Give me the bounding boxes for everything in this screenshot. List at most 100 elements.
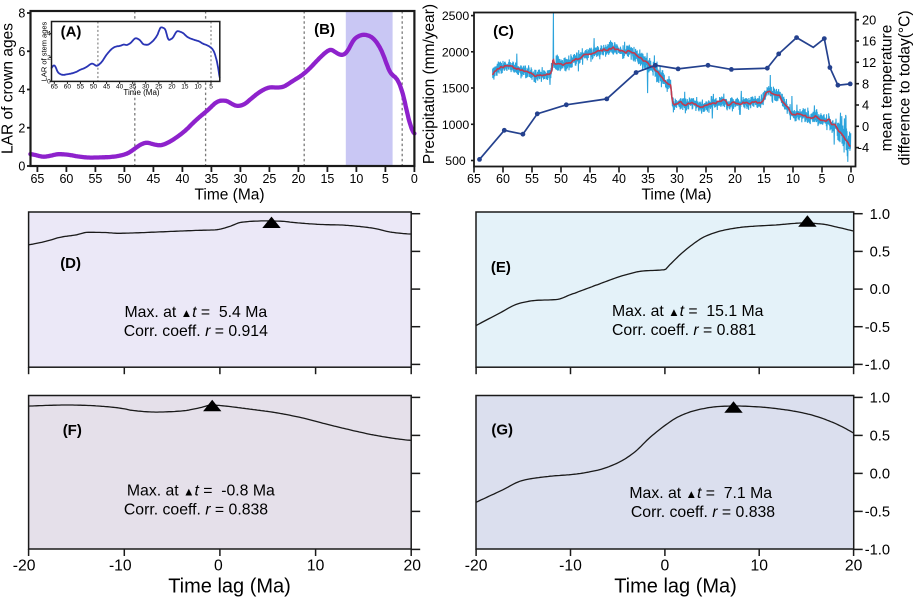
svg-text:-0.5: -0.5 [865, 320, 890, 336]
svg-text:30: 30 [233, 172, 247, 186]
svg-text:0: 0 [47, 79, 51, 86]
svg-text:-0.5: -0.5 [865, 505, 890, 521]
svg-text:(E): (E) [491, 259, 511, 276]
svg-text:12: 12 [862, 55, 876, 70]
svg-text:0.0: 0.0 [870, 467, 890, 483]
svg-text:(F): (F) [63, 422, 82, 439]
svg-text:1.0: 1.0 [870, 391, 890, 407]
svg-text:20: 20 [862, 12, 876, 27]
svg-text:40: 40 [116, 84, 124, 91]
svg-text:2: 2 [18, 121, 25, 135]
svg-text:4: 4 [862, 98, 869, 113]
svg-text:Corr. coeff. r = 0.838: Corr. coeff. r = 0.838 [631, 504, 775, 521]
svg-text:5: 5 [819, 172, 826, 186]
svg-text:20: 20 [168, 84, 176, 91]
svg-text:10: 10 [194, 84, 202, 91]
svg-text:20: 20 [845, 558, 863, 575]
svg-text:Time (Ma): Time (Ma) [641, 187, 711, 204]
svg-text:15: 15 [181, 84, 189, 91]
svg-text:45: 45 [583, 172, 597, 186]
svg-text:60: 60 [496, 172, 510, 186]
svg-text:5: 5 [382, 172, 389, 186]
svg-text:0: 0 [18, 160, 25, 174]
svg-text:Corr. coeff. r = 0.914: Corr. coeff. r = 0.914 [124, 323, 268, 340]
svg-text:0: 0 [214, 558, 223, 575]
svg-text:20: 20 [728, 172, 742, 186]
svg-text:-10: -10 [559, 558, 582, 575]
svg-text:-1.0: -1.0 [865, 543, 890, 559]
svg-text:(G): (G) [491, 422, 513, 439]
svg-text:(A): (A) [61, 23, 82, 40]
svg-text:0: 0 [661, 558, 670, 575]
svg-text:30: 30 [670, 172, 684, 186]
svg-text:0: 0 [848, 172, 855, 186]
svg-text:0.5: 0.5 [870, 245, 890, 261]
svg-text:40: 40 [175, 172, 189, 186]
svg-text:50: 50 [90, 84, 98, 91]
svg-text:2500: 2500 [442, 9, 470, 23]
svg-text:25: 25 [155, 84, 163, 91]
svg-text:Corr. coeff. r = 0.881: Corr. coeff. r = 0.881 [612, 322, 756, 339]
svg-text:10: 10 [307, 558, 325, 575]
svg-text:8: 8 [18, 7, 25, 21]
svg-text:-20: -20 [465, 558, 488, 575]
svg-text:10: 10 [786, 172, 800, 186]
svg-text:-1.0: -1.0 [865, 358, 890, 374]
svg-text:60: 60 [59, 172, 73, 186]
svg-text:45: 45 [146, 172, 160, 186]
svg-text:Time lag (Ma): Time lag (Ma) [614, 576, 737, 598]
svg-text:55: 55 [525, 172, 539, 186]
svg-text:-4: -4 [858, 140, 869, 155]
svg-text:(D): (D) [60, 255, 81, 272]
svg-text:65: 65 [30, 172, 44, 186]
svg-text:Corr. coeff. r = 0.838: Corr. coeff. r = 0.838 [124, 501, 268, 518]
svg-text:0: 0 [411, 172, 418, 186]
svg-text:difference to today(°C): difference to today(°C) [897, 11, 914, 166]
svg-text:40: 40 [612, 172, 626, 186]
svg-text:4: 4 [18, 83, 25, 97]
svg-text:15: 15 [757, 172, 771, 186]
svg-text:55: 55 [88, 172, 102, 186]
svg-text:500: 500 [445, 154, 466, 168]
svg-text:20: 20 [403, 558, 421, 575]
svg-text:35: 35 [204, 172, 218, 186]
svg-text:45: 45 [103, 84, 111, 91]
svg-text:65: 65 [467, 172, 481, 186]
svg-text:50: 50 [117, 172, 131, 186]
svg-text:4: 4 [47, 31, 51, 38]
svg-text:60: 60 [64, 84, 72, 91]
svg-text:1500: 1500 [442, 82, 470, 96]
svg-text:20: 20 [291, 172, 305, 186]
svg-text:35: 35 [641, 172, 655, 186]
svg-text:5: 5 [209, 84, 213, 91]
svg-text:10: 10 [750, 558, 768, 575]
svg-text:Max. at ▲t = -0.8 Ma: Max. at ▲t = -0.8 Ma [127, 482, 275, 499]
svg-text:25: 25 [262, 172, 276, 186]
svg-text:-20: -20 [13, 558, 36, 575]
svg-text:6: 6 [18, 45, 25, 59]
svg-text:Time (Ma): Time (Ma) [194, 187, 264, 204]
svg-text:Max. at ▲t = 7.1 Ma: Max. at ▲t = 7.1 Ma [629, 485, 772, 502]
svg-text:2000: 2000 [442, 45, 470, 59]
svg-text:1000: 1000 [442, 118, 470, 132]
svg-text:65: 65 [51, 84, 59, 91]
svg-text:1.0: 1.0 [870, 207, 890, 223]
svg-text:8: 8 [862, 76, 869, 91]
svg-text:Time lag (Ma): Time lag (Ma) [168, 576, 291, 598]
svg-text:25: 25 [699, 172, 713, 186]
svg-text:35: 35 [129, 84, 137, 91]
svg-text:55: 55 [77, 84, 85, 91]
svg-text:50: 50 [554, 172, 568, 186]
svg-text:-10: -10 [109, 558, 132, 575]
svg-text:Time (Ma): Time (Ma) [123, 88, 159, 97]
svg-text:0.0: 0.0 [870, 282, 890, 298]
svg-text:LAR of crown ages: LAR of crown ages [0, 23, 17, 154]
svg-text:30: 30 [142, 84, 150, 91]
svg-text:Precipitation (mm/year): Precipitation (mm/year) [421, 4, 438, 164]
svg-text:10: 10 [349, 172, 363, 186]
svg-text:Max. at ▲t = 15.1 Ma: Max. at ▲t = 15.1 Ma [612, 303, 764, 320]
svg-text:16: 16 [862, 34, 876, 49]
svg-text:(C): (C) [493, 23, 514, 40]
svg-text:0.5: 0.5 [870, 429, 890, 445]
svg-text:mean temperature: mean temperature [879, 25, 896, 152]
